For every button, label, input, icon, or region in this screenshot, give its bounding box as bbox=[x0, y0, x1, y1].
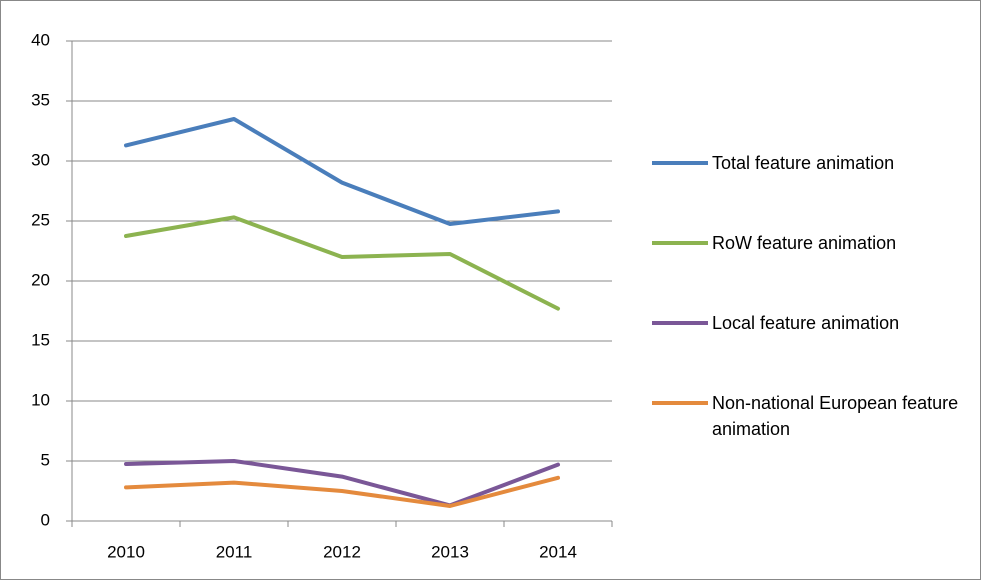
legend-label: Local feature animation bbox=[712, 313, 900, 333]
series-line bbox=[124, 215, 560, 311]
series-line bbox=[124, 459, 560, 508]
y-tick-label: 30 bbox=[31, 150, 50, 169]
x-tick-label: 2011 bbox=[216, 542, 253, 561]
x-tick-label: 2014 bbox=[539, 542, 577, 561]
y-tick-label: 35 bbox=[31, 90, 50, 109]
x-tick-label: 2012 bbox=[323, 542, 361, 561]
series-line bbox=[124, 475, 560, 508]
y-tick-label: 0 bbox=[41, 510, 50, 529]
y-tick-label: 25 bbox=[31, 210, 50, 229]
y-tick-label: 10 bbox=[31, 390, 50, 409]
x-tick-label: 2013 bbox=[431, 542, 469, 561]
legend-label: RoW feature animation bbox=[712, 233, 897, 253]
legend-label: Non-national European feature animation bbox=[712, 393, 959, 439]
y-tick-label: 20 bbox=[31, 270, 50, 289]
x-tick-label: 2010 bbox=[107, 542, 145, 561]
legend-label: Total feature animation bbox=[712, 153, 895, 173]
y-tick-label: 15 bbox=[31, 330, 50, 349]
y-tick-label: 40 bbox=[31, 30, 50, 49]
y-tick-label: 5 bbox=[41, 450, 50, 469]
series-line bbox=[124, 117, 560, 226]
